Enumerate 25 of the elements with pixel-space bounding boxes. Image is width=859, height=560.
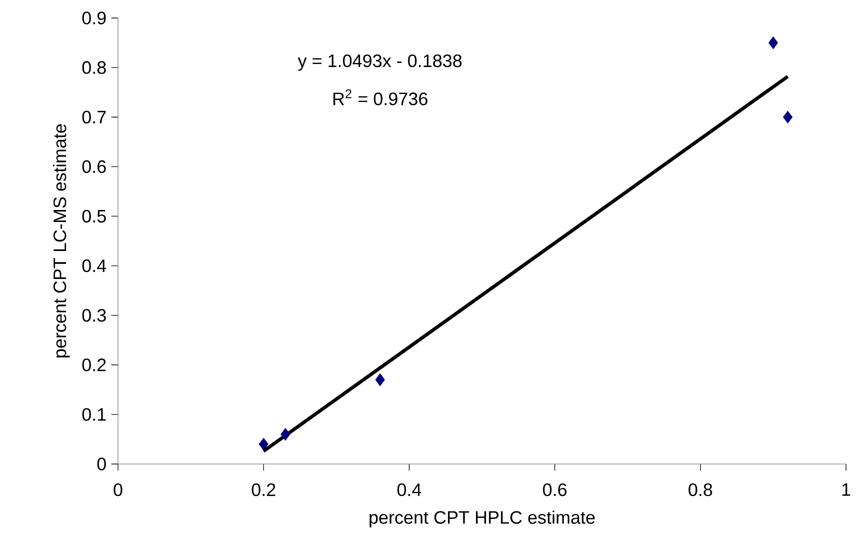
y-tick-label: 0.7	[82, 110, 106, 124]
x-tick-label: 1	[842, 483, 850, 496]
x-tick-label: 0.2	[252, 483, 276, 496]
x-tick-label: 0	[114, 483, 122, 496]
y-tick-label: 0.6	[82, 160, 106, 174]
y-tick-label: 0.9	[82, 12, 106, 24]
annotation: y = 1.0493x - 0.1838	[298, 54, 462, 71]
y-tick-label: 0.3	[82, 308, 106, 322]
x-tick-label: 0.6	[543, 483, 567, 496]
point	[375, 373, 385, 386]
x-axis-title: percent CPT HPLC estimate	[370, 510, 595, 528]
y-tick-label: 0.1	[82, 408, 106, 421]
annotation: R$^{2}$ = 0.9736	[333, 89, 428, 106]
y-tick-label: 0.8	[82, 61, 106, 74]
point	[783, 110, 793, 124]
y-tick-label: 0.2	[82, 358, 106, 372]
point	[258, 438, 268, 450]
y-tick-label: 0.4	[82, 259, 106, 272]
y-axis-title: percent CPT LC-MS estimate	[52, 124, 70, 358]
point	[280, 428, 290, 441]
x-tick-label: 0.8	[688, 483, 712, 496]
x-tick-label: 0.4	[397, 483, 422, 496]
point	[768, 36, 778, 50]
y-tick-label: 0	[97, 458, 106, 470]
y-tick-label: 0.5	[82, 210, 106, 223]
